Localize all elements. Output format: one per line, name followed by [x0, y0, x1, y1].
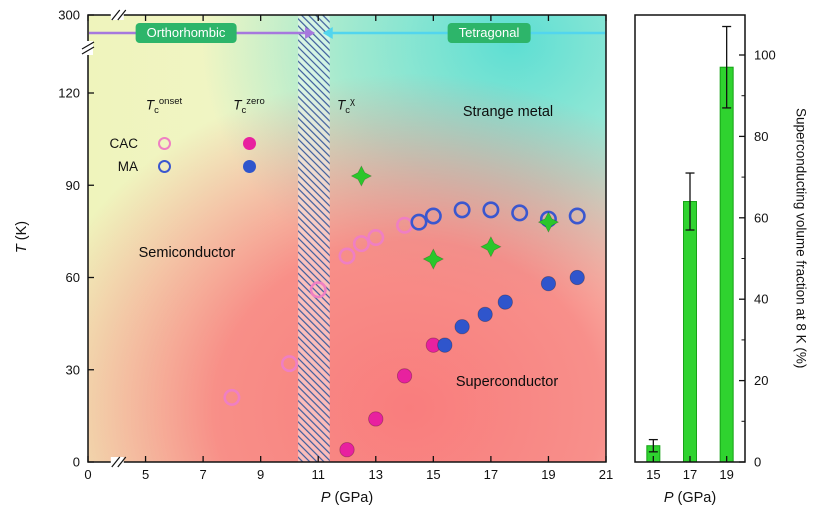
left-y-axis-title: T (K): [14, 220, 30, 254]
right-x-axis-title: P (GPa): [663, 490, 717, 506]
x-axis-break-mask: [110, 457, 124, 467]
data-point-ma-onset: [453, 201, 471, 219]
bar-y-tick-label: 0: [754, 455, 761, 470]
x-tick-label: 19: [541, 467, 555, 482]
legend-col-tc-chi: Tcχ: [337, 96, 355, 117]
data-point-ma-zero: [569, 269, 585, 286]
x-tick-label: 13: [369, 467, 383, 482]
region-label-strange-metal: Strange metal: [462, 104, 554, 120]
data-point-ma-zero: [454, 319, 470, 335]
legend-marker-cac-onset-icon: [158, 137, 171, 150]
x-tick-label: 0: [84, 467, 91, 482]
legend-row-cac: CAC: [109, 136, 138, 151]
data-point-ma-zero: [497, 294, 513, 310]
bar-y-tick-label: 100: [754, 48, 776, 63]
data-point-ma-onset: [424, 207, 442, 225]
x-axis-top-break: [111, 9, 121, 21]
bar-y-tick-label: 20: [754, 373, 768, 388]
data-point-cac-onset: [367, 229, 385, 247]
bar-x-tick-label: 19: [719, 467, 733, 482]
bar-x-tick-label: 17: [683, 467, 697, 482]
data-point-ma-zero: [477, 306, 493, 322]
y-axis-break: [81, 41, 95, 50]
x-axis-break: [111, 456, 121, 468]
x-tick-label: 21: [599, 467, 613, 482]
legend-row-ma: MA: [117, 159, 138, 174]
data-point-ma-zero: [437, 337, 453, 353]
data-point-tc-chi: [422, 248, 444, 270]
data-point-tc-chi: [350, 165, 373, 187]
left-x-axis-title: P (GPa): [320, 490, 374, 506]
y-tick-label: 30: [66, 362, 80, 377]
region-label-superconductor: Superconductor: [455, 374, 559, 390]
x-tick-label: 5: [142, 467, 149, 482]
y-tick-label: 60: [66, 270, 80, 285]
superconductor-region-bg: [88, 15, 606, 462]
data-point-cac-onset: [280, 355, 298, 373]
region-label-semiconductor: Semiconductor: [138, 245, 236, 261]
bar-y-tick-label: 40: [754, 292, 768, 307]
y-tick-label: 300: [58, 8, 80, 23]
y-tick-label: 0: [73, 455, 80, 470]
orthorhombic-arrowhead-icon: [305, 27, 316, 39]
legend-marker-ma-zero-icon: [243, 160, 256, 173]
x-tick-label: 9: [257, 467, 264, 482]
data-point-cac-onset: [223, 388, 241, 406]
legend-marker-ma-onset-icon: [158, 160, 171, 173]
structural-transition-band: [298, 15, 330, 462]
data-point-cac-zero: [339, 442, 355, 458]
x-tick-label: 17: [484, 467, 498, 482]
left-panel-frame: [87, 14, 607, 463]
data-point-ma-onset: [410, 213, 428, 231]
x-axis-top-break: [117, 9, 127, 21]
data-point-cac-zero: [396, 368, 413, 384]
bar-y-tick-label: 60: [754, 210, 768, 225]
data-point-tc-chi: [537, 211, 560, 233]
bar-17: [683, 201, 697, 463]
x-axis-break: [117, 456, 127, 468]
data-point-cac-onset: [309, 281, 327, 299]
data-point-cac-onset: [352, 235, 370, 253]
legend-col-tc-onset: Tconset: [145, 96, 183, 117]
bar-y-tick-label: 80: [754, 129, 768, 144]
x-tick-label: 7: [199, 467, 206, 482]
y-axis-break-mask: [83, 41, 93, 55]
data-point-ma-onset: [511, 204, 529, 222]
orthorhombic-phase-badge: Orthorhombic: [135, 23, 237, 43]
data-point-tc-chi: [480, 236, 502, 258]
data-point-ma-zero: [540, 276, 557, 292]
y-axis-break: [81, 46, 95, 55]
right-y-axis-title: Superconducting volume fraction at 8 K (…: [793, 108, 809, 369]
bar-x-tick-label: 15: [646, 467, 660, 482]
data-point-ma-onset: [482, 201, 500, 219]
y-tick-label: 90: [66, 178, 80, 193]
data-point-cac-onset: [338, 247, 356, 265]
tetragonal-phase-badge: Tetragonal: [447, 23, 531, 43]
data-point-ma-onset: [568, 207, 586, 225]
x-axis-top-break-mask: [110, 10, 124, 20]
bar-19: [719, 66, 734, 463]
legend-col-tc-zero: Tczero: [233, 96, 265, 117]
x-tick-label: 15: [426, 467, 440, 482]
tetragonal-arrowhead-icon: [322, 27, 333, 39]
x-tick-label: 11: [311, 467, 325, 482]
y-tick-label: 120: [58, 86, 80, 101]
right-panel-frame: [634, 14, 746, 463]
legend-marker-cac-zero-icon: [243, 137, 256, 150]
data-point-cac-zero: [368, 411, 384, 427]
